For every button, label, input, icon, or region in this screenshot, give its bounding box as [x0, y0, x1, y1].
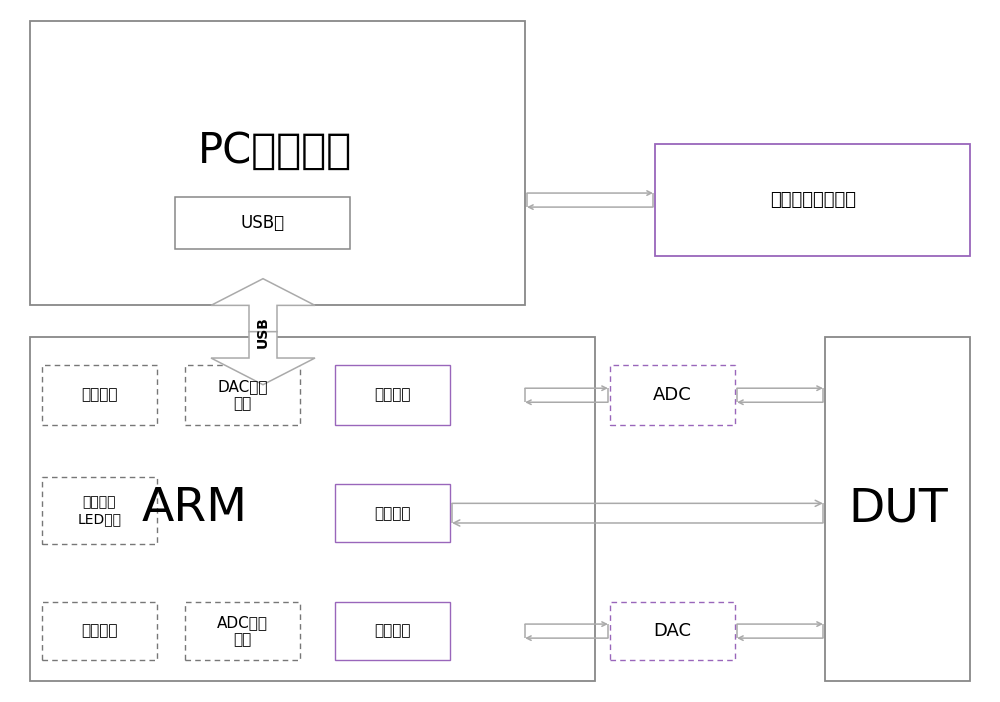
Bar	[610, 602, 735, 660]
Text: 在线检测: 在线检测	[81, 623, 118, 639]
Polygon shape	[211, 279, 315, 332]
Bar	[825, 337, 970, 681]
Text: PC控制软件: PC控制软件	[198, 130, 352, 172]
Text: USB: USB	[256, 316, 270, 347]
Text: 接口控制: 接口控制	[81, 388, 118, 402]
Polygon shape	[211, 332, 315, 385]
Bar	[610, 365, 735, 425]
Text: DAC: DAC	[654, 622, 692, 640]
Bar	[30, 337, 595, 681]
Text: ARM: ARM	[142, 486, 248, 531]
Text: 纠错处理: 纠错处理	[374, 623, 411, 639]
Text: USB口: USB口	[241, 214, 285, 232]
Text: 数据处理: 数据处理	[374, 388, 411, 402]
Text: 通信处理: 通信处理	[374, 505, 411, 521]
Bar	[655, 144, 970, 256]
Bar	[185, 602, 300, 660]
Bar	[335, 602, 450, 660]
Bar	[42, 365, 157, 425]
Text: 蜂鸣器、
LED指示: 蜂鸣器、 LED指示	[78, 496, 122, 526]
Bar	[42, 477, 157, 544]
Text: ADC: ADC	[653, 386, 692, 404]
Text: ADC线性
扫描: ADC线性 扫描	[217, 615, 268, 647]
Bar	[185, 365, 300, 425]
Bar	[335, 365, 450, 425]
Bar	[42, 602, 157, 660]
Bar	[175, 197, 350, 249]
Text: 执行结果过程反馈: 执行结果过程反馈	[770, 191, 856, 209]
Text: DUT: DUT	[848, 486, 948, 531]
Bar	[335, 484, 450, 542]
Bar	[30, 21, 525, 305]
Text: DAC数据
采集: DAC数据 采集	[217, 378, 268, 411]
